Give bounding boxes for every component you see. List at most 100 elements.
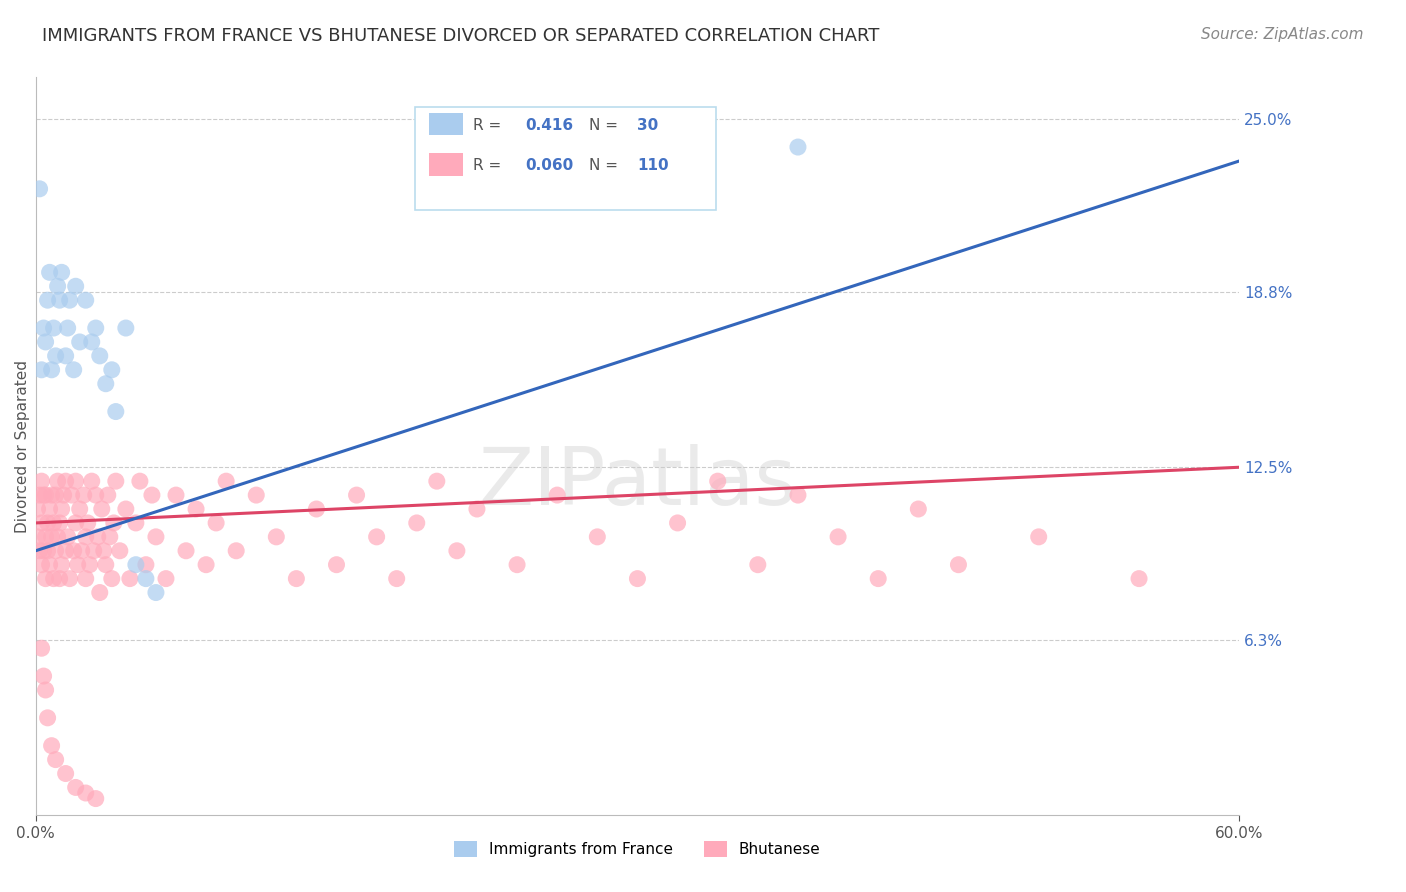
Point	[184, 502, 207, 516]
Point	[46, 530, 69, 544]
Point	[28, 488, 51, 502]
Point	[174, 543, 197, 558]
Point	[59, 572, 82, 586]
Point	[41, 739, 63, 753]
Point	[101, 572, 124, 586]
Point	[266, 530, 288, 544]
Point	[89, 349, 111, 363]
Point	[38, 502, 60, 516]
Point	[115, 321, 138, 335]
Point	[55, 349, 77, 363]
Point	[141, 488, 163, 502]
Text: R =: R =	[472, 159, 506, 173]
Point	[405, 516, 427, 530]
Point	[506, 558, 529, 572]
Point	[135, 572, 157, 586]
Point	[84, 488, 107, 502]
Point	[145, 530, 167, 544]
Point	[27, 502, 49, 516]
Point	[34, 530, 56, 544]
Point	[84, 791, 107, 805]
Y-axis label: Divorced or Separated: Divorced or Separated	[15, 359, 30, 533]
Point	[75, 293, 97, 308]
Point	[34, 683, 56, 698]
Point	[225, 543, 247, 558]
Point	[27, 530, 49, 544]
Point	[48, 572, 70, 586]
Point	[546, 488, 568, 502]
Text: IMMIGRANTS FROM FRANCE VS BHUTANESE DIVORCED OR SEPARATED CORRELATION CHART: IMMIGRANTS FROM FRANCE VS BHUTANESE DIVO…	[42, 27, 880, 45]
Point	[747, 558, 769, 572]
Point	[125, 516, 148, 530]
Point	[46, 279, 69, 293]
Point	[48, 516, 70, 530]
Point	[827, 530, 849, 544]
Point	[51, 502, 73, 516]
Text: 110: 110	[637, 159, 669, 173]
Point	[215, 474, 238, 488]
Point	[56, 530, 79, 544]
Text: R =: R =	[472, 118, 506, 133]
Point	[465, 502, 488, 516]
Point	[94, 376, 117, 391]
Text: 30: 30	[637, 118, 658, 133]
Point	[32, 321, 55, 335]
Point	[346, 488, 368, 502]
Point	[145, 585, 167, 599]
Point	[245, 488, 267, 502]
Point	[75, 530, 97, 544]
Point	[135, 558, 157, 572]
Point	[104, 404, 127, 418]
Point	[1028, 530, 1050, 544]
Point	[69, 502, 91, 516]
Point	[56, 321, 79, 335]
Point	[31, 516, 53, 530]
Point	[45, 543, 67, 558]
Point	[155, 572, 177, 586]
Point	[55, 766, 77, 780]
Point	[28, 182, 51, 196]
Point	[45, 349, 67, 363]
Point	[55, 543, 77, 558]
Point	[45, 488, 67, 502]
Point	[75, 572, 97, 586]
Point	[37, 543, 59, 558]
Point	[34, 488, 56, 502]
Point	[868, 572, 890, 586]
Point	[666, 516, 689, 530]
Point	[907, 502, 929, 516]
Text: ZIPatlas: ZIPatlas	[478, 444, 797, 522]
Point	[94, 558, 117, 572]
Point	[42, 516, 65, 530]
Point	[52, 488, 75, 502]
Point	[32, 488, 55, 502]
Point	[75, 786, 97, 800]
Point	[34, 572, 56, 586]
Point	[80, 474, 103, 488]
Point	[118, 572, 141, 586]
Point	[37, 711, 59, 725]
Point	[84, 321, 107, 335]
Point	[62, 543, 84, 558]
Point	[31, 558, 53, 572]
Point	[51, 558, 73, 572]
Point	[101, 363, 124, 377]
Point	[706, 474, 728, 488]
Point	[80, 334, 103, 349]
Point	[586, 530, 609, 544]
Point	[104, 474, 127, 488]
Point	[90, 502, 112, 516]
Point	[37, 516, 59, 530]
Point	[31, 474, 53, 488]
Point	[305, 502, 328, 516]
Point	[89, 585, 111, 599]
Point	[38, 265, 60, 279]
Legend: Immigrants from France, Bhutanese: Immigrants from France, Bhutanese	[449, 835, 827, 863]
Point	[426, 474, 449, 488]
Text: Source: ZipAtlas.com: Source: ZipAtlas.com	[1201, 27, 1364, 42]
Point	[108, 543, 131, 558]
Point	[45, 753, 67, 767]
Text: N =: N =	[589, 118, 623, 133]
Point	[46, 474, 69, 488]
Point	[73, 488, 96, 502]
